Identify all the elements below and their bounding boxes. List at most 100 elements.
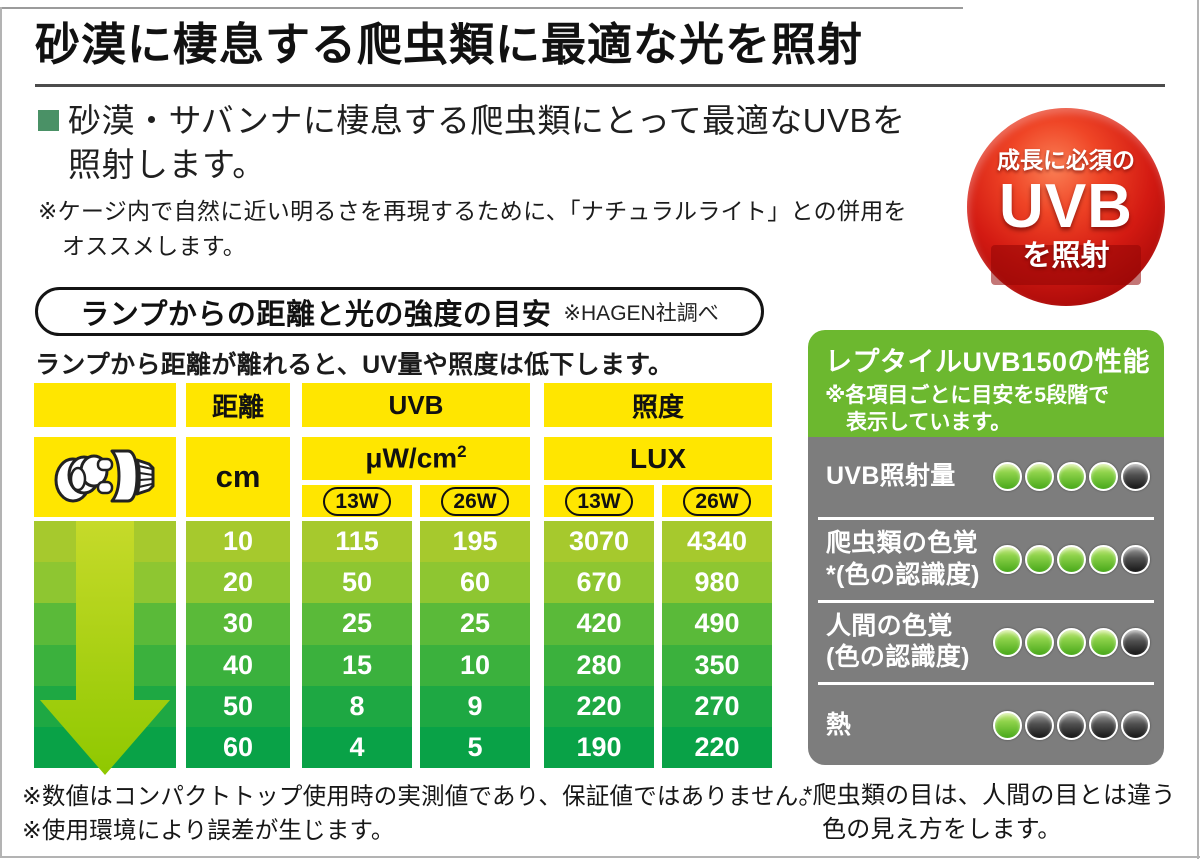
uvb-26w-column: 195 60 25 10 9 5 [420,521,530,769]
lux13-cell: 3070 [544,521,654,563]
watt-pill-uvb-13w: 13W [323,486,391,516]
section-heading-pill: ランプからの距離と光の強度の目安 ※HAGEN社調べ [35,287,764,336]
watt-cell-lux-13w: 13W [544,485,654,517]
rating-dot-off [1121,710,1150,740]
lux26-cell: 490 [662,603,772,645]
rating-dot-on [993,710,1022,740]
badge-line2: UVB [999,172,1133,242]
distance-column: 10 20 30 40 50 60 [186,521,290,769]
lux13-cell: 670 [544,562,654,604]
section-source-note: ※HAGEN社調べ [563,301,719,325]
badge-band [991,245,1141,285]
unit-illuminance-label: LUX [630,442,686,474]
col-header-distance-label: 距離 [211,391,264,422]
unit-cell-illuminance: LUX [544,437,772,480]
perf-row-heat: 熱 [818,682,1154,765]
rating-dot-off [1121,627,1150,657]
distance-50: 50 [186,685,290,727]
unit-cell-uvb: μW/cm2 [302,437,530,480]
rating-dot-on [993,462,1022,492]
lux-26w-column: 4340 980 490 350 270 220 [662,521,772,769]
uvb26-cell: 10 [420,644,530,686]
col-header-uvb-label: UVB [388,389,444,420]
uvb-13w-column: 115 50 25 15 8 4 [302,521,412,769]
footnote-left: ※数値はコンパクトトップ使用時の実測値であり、保証値ではありません。 ※使用環境… [22,779,822,847]
subtitle-text: 砂漠・サバンナに棲息する爬虫類にとって最適なUVBを 照射します。 [68,99,906,187]
lux-13w-column: 3070 670 420 280 220 190 [544,521,654,769]
performance-subtitle-line1: ※各項目ごとに目安を5段階で [825,384,1110,407]
perf-label: 人間の色覚 (色の認識度) [826,612,970,672]
page-edge-right [1197,0,1199,859]
unit-cell-distance: cm [186,437,290,517]
section-title: ランプからの距離と光の強度の目安 [80,298,552,331]
performance-subtitle: ※各項目ごとに目安を5段階で 表示しています。 [825,382,1164,437]
footnote-right-line1: *爬虫類の目は、人間の目とは違う [803,782,1176,809]
watt-pill-lux-13w: 13W [565,486,633,516]
title-divider [35,84,1165,87]
distance-40: 40 [186,644,290,686]
performance-panel-body: UVB照射量 爬虫類の色覚 *(色の認識度) 人間の色覚 (色の認識度) 熱 [808,437,1164,765]
subtitle-block: 砂漠・サバンナに棲息する爬虫類にとって最適なUVBを 照射します。 [38,99,906,187]
perf-label: UVB照射量 [826,462,956,491]
uvb26-cell: 195 [420,521,530,563]
uvb13-cell: 25 [302,603,412,645]
distance-20: 20 [186,562,290,604]
distance-10: 10 [186,521,290,563]
lux13-cell: 420 [544,603,654,645]
badge-line1: 成長に必須の [997,147,1135,174]
watt-pill-uvb-26w: 26W [441,486,509,516]
lead-sentence: ランプから距離が離れると、UV量や照度は低下します。 [35,351,674,379]
lamp-cell [34,437,176,517]
lux13-cell: 280 [544,644,654,686]
cfl-bulb-icon [54,449,155,503]
top-note-line1: ※ケージ内で自然に近い明るさを再現するために、「ナチュラルライト」との併用を [38,198,907,224]
rating-dot-on [993,627,1022,657]
distance-60: 60 [186,726,290,769]
rating-dot-on [993,545,1022,575]
rating-dot-on [1025,627,1054,657]
arrow-backdrop-column [34,521,176,769]
page-edge-left [0,7,2,857]
rating-dot-on [1057,627,1086,657]
perf-row-reptile-color-vision: 爬虫類の色覚 *(色の認識度) [818,516,1154,600]
page-title: 砂漠に棲息する爬虫類に最適な光を照射 [35,19,864,70]
perf-label: 熱 [826,710,852,739]
table-corner-cell [34,383,176,427]
subtitle-line2: 照射します。 [68,145,266,183]
subtitle-line1: 砂漠・サバンナに棲息する爬虫類にとって最適なUVBを [68,102,906,139]
rating-dot-off [1089,710,1118,740]
uvb13-cell: 50 [302,562,412,604]
rating-dot-on [1057,545,1086,575]
rating-dots [993,710,1150,740]
unit-uvb-label: μW/cm2 [365,442,467,474]
top-note-line2: オススメします。 [62,232,247,259]
lux26-cell: 220 [662,726,772,769]
performance-title: レプタイルUVB150の性能 [825,347,1151,377]
col-header-illuminance-label: 照度 [631,391,684,422]
rating-dot-on [1057,462,1086,492]
rating-dot-on [1089,627,1118,657]
uvb13-cell: 115 [302,521,412,563]
badge-line3: を照射 [1022,240,1110,273]
footnote-left-line1: ※数値はコンパクトトップ使用時の実測値であり、保証値ではありません。 [22,783,823,809]
uvb26-cell: 5 [420,726,530,769]
lux13-cell: 220 [544,685,654,727]
rating-dot-on [1025,462,1054,492]
unit-distance-label: cm [215,459,261,494]
top-note: ※ケージ内で自然に近い明るさを再現するために、「ナチュラルライト」との併用を オ… [38,194,907,263]
rating-dot-off [1121,545,1150,575]
rating-dot-on [1089,545,1118,575]
uvb13-cell: 15 [302,644,412,686]
watt-cell-uvb-26w: 26W [420,485,530,517]
rating-dots [993,545,1150,575]
uvb26-cell: 60 [420,562,530,604]
uvb-badge: 成長に必須の UVB を照射 [967,108,1165,306]
rating-dot-off [1025,710,1054,740]
perf-label: 爬虫類の色覚 *(色の認識度) [826,529,980,589]
watt-cell-uvb-13w: 13W [302,485,412,517]
lux13-cell: 190 [544,726,654,769]
uvb26-cell: 9 [420,685,530,727]
page-edge-top [0,7,963,9]
rating-dots [993,627,1150,657]
